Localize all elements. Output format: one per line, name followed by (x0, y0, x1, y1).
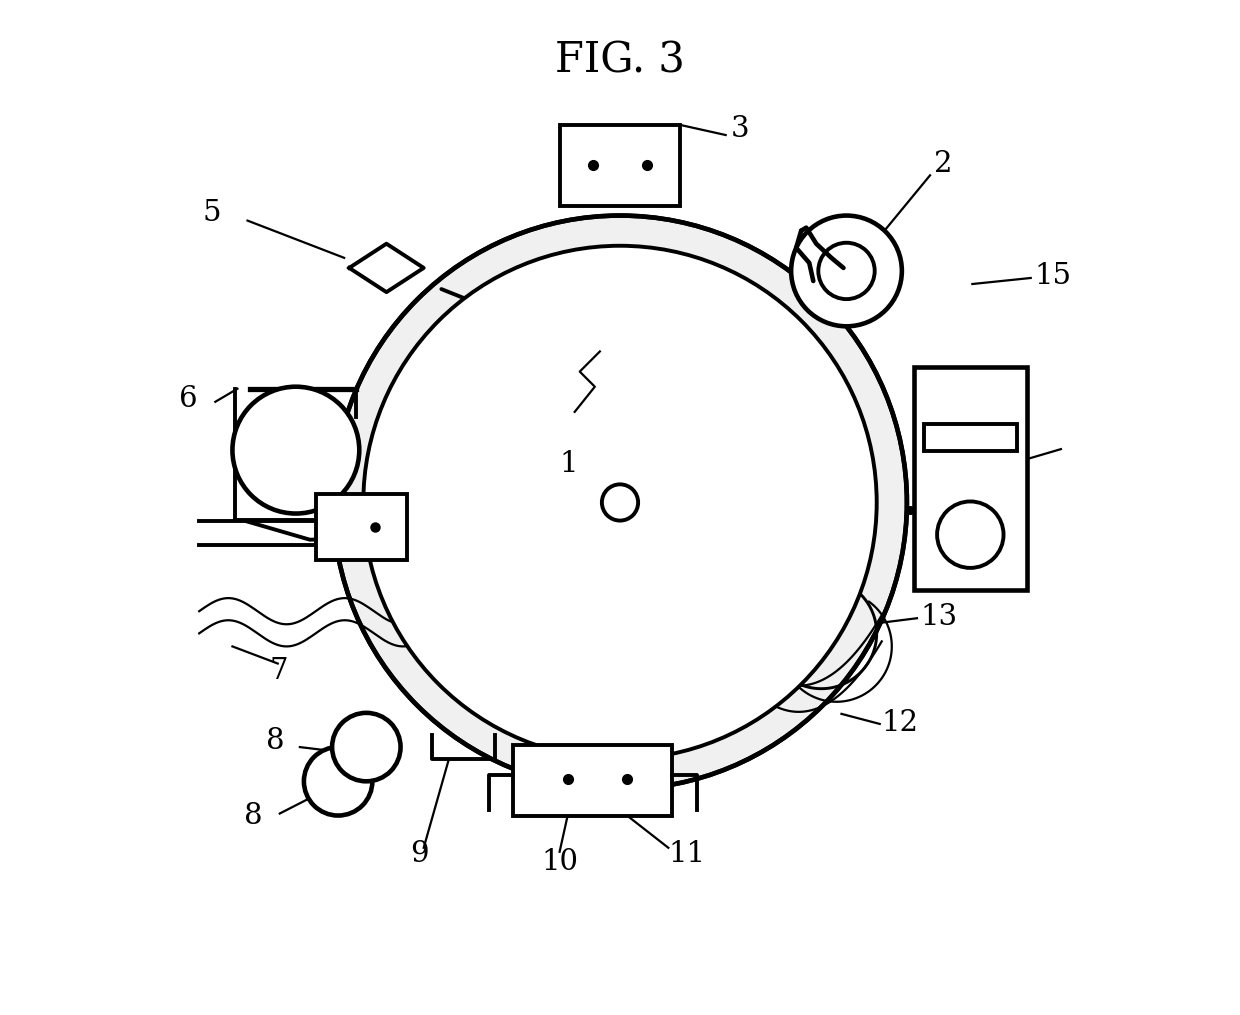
Text: 15: 15 (1034, 262, 1071, 290)
Text: 13: 13 (920, 603, 957, 631)
Bar (316, 494, 407, 560)
Circle shape (937, 501, 1003, 568)
Circle shape (363, 246, 877, 759)
Text: 5: 5 (202, 199, 221, 226)
Bar (513, 745, 672, 815)
Text: 1: 1 (559, 451, 578, 478)
Circle shape (332, 713, 401, 782)
Text: 7: 7 (269, 657, 289, 685)
Text: 6: 6 (179, 385, 197, 413)
Text: 12: 12 (882, 709, 919, 737)
Text: 2: 2 (934, 150, 952, 179)
Bar (924, 424, 1017, 451)
Text: 9: 9 (410, 839, 429, 868)
Text: 10: 10 (542, 848, 579, 876)
Text: 8: 8 (265, 727, 284, 755)
Text: 3: 3 (730, 115, 749, 143)
Text: 14: 14 (992, 430, 1029, 458)
Circle shape (818, 243, 874, 299)
Circle shape (304, 747, 372, 815)
Text: 8: 8 (243, 802, 262, 829)
Bar (559, 125, 681, 205)
Circle shape (791, 215, 901, 326)
Circle shape (232, 387, 360, 514)
Bar (914, 366, 1027, 590)
Text: 11: 11 (668, 839, 706, 868)
Circle shape (334, 215, 906, 790)
Text: FIG. 3: FIG. 3 (556, 40, 684, 81)
